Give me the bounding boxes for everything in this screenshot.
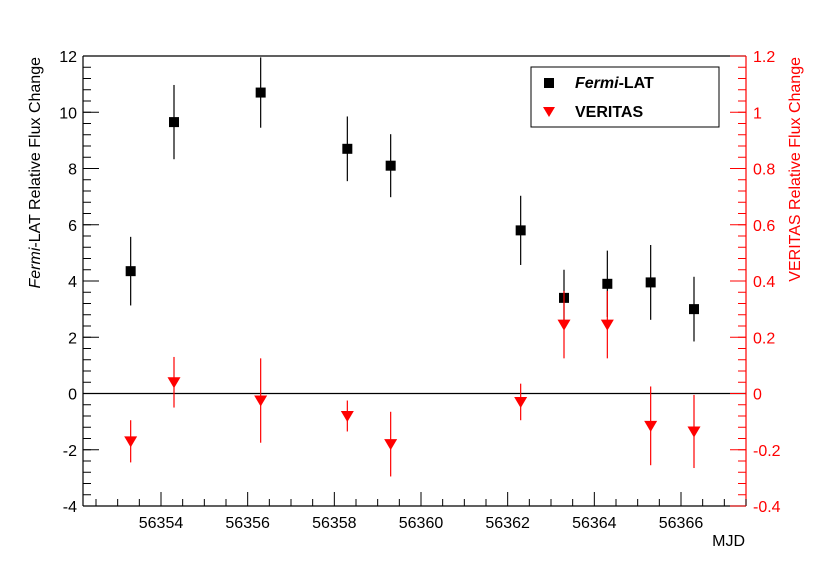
y-left-tick-label: 10: [59, 105, 77, 122]
y-right-tick-label: 0: [753, 387, 762, 404]
legend-veritas-marker: [543, 107, 555, 117]
x-tick-label: 56360: [399, 515, 444, 532]
x-tick-label: 56356: [225, 515, 270, 532]
legend-veritas-label: VERITAS: [575, 104, 643, 121]
x-axis-label: MJD: [712, 533, 745, 550]
y-right-tick-label: 0.2: [753, 330, 775, 347]
data-point-veritas: [167, 377, 181, 389]
legend-fermi-marker: [544, 78, 554, 88]
x-tick-label: 56358: [312, 515, 357, 532]
data-point-fermi: [602, 278, 613, 289]
data-point-veritas: [384, 439, 398, 451]
y-right-tick-label: -0.4: [753, 499, 781, 516]
y-right-tick-label: 0.4: [753, 274, 775, 291]
x-tick-label: 56362: [485, 515, 530, 532]
y-right-tick-label: 0.8: [753, 162, 775, 179]
data-point-veritas: [600, 319, 614, 331]
y-left-tick-label: -2: [63, 443, 77, 460]
data-point-veritas: [687, 426, 701, 438]
data-point-veritas: [254, 395, 268, 407]
y-left-tick-label: 8: [68, 162, 77, 179]
legend: Fermi-LAT VERITAS: [530, 66, 720, 128]
legend-box: [530, 66, 720, 128]
plot-area: 56354 56356 56358 56360 56362 56364 56366 -4 -2 0…: [59, 49, 780, 532]
data-point-fermi: [515, 225, 526, 236]
y-right-tick-label: 0.6: [753, 218, 775, 235]
data-point-fermi: [255, 87, 266, 98]
data-point-fermi: [689, 304, 699, 315]
x-tick-label: 56354: [139, 515, 184, 532]
data-point-fermi: [342, 143, 353, 154]
data-point-veritas: [644, 420, 658, 432]
y-right-tick-label: 1.2: [753, 49, 775, 66]
data-point-veritas: [557, 319, 571, 331]
y-left-tick-label: 12: [59, 49, 77, 66]
y-left-tick-label: 4: [68, 274, 77, 291]
legend-fermi-label: Fermi-LAT: [575, 75, 654, 92]
y-right-tick-label: -0.2: [753, 443, 781, 460]
y-left-tick-label: 0: [68, 387, 77, 404]
data-point-fermi: [169, 117, 179, 128]
y-axis-right-label: VERITAS Relative Flux Change: [787, 57, 804, 282]
y-left-tick-label: 6: [68, 218, 77, 235]
data-point-veritas: [124, 436, 138, 448]
data-point-fermi: [645, 277, 656, 288]
x-tick-label: 56364: [572, 515, 617, 532]
y-left-tick-label: -4: [63, 499, 77, 516]
y-left-tick-label: 2: [68, 330, 77, 347]
y-axis-left-label: Fermi-LAT Relative Flux Change: [27, 57, 44, 289]
data-point-veritas: [340, 411, 354, 422]
data-point-veritas: [514, 396, 528, 408]
data-point-fermi: [125, 266, 136, 277]
y-right-tick-label: 1: [753, 105, 762, 122]
x-tick-label: 56366: [659, 515, 704, 532]
data-point-fermi: [385, 160, 396, 171]
